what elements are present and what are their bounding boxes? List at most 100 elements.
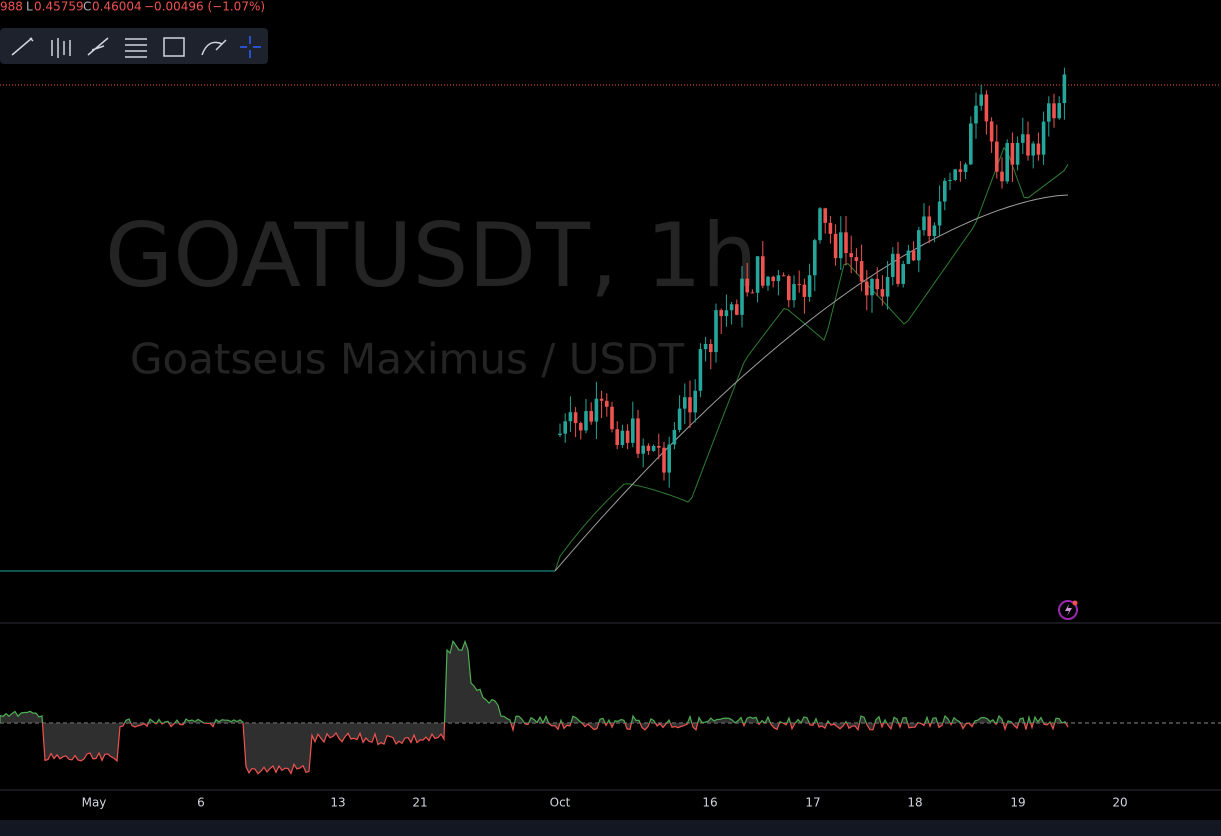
close-label: C: [83, 0, 91, 14]
watermark-symbol: GOATUSDT, 1h: [105, 204, 758, 307]
candle-body: [579, 423, 583, 431]
candle-body: [1062, 74, 1067, 104]
candle-body: [1000, 171, 1004, 182]
rect-tool[interactable]: [163, 37, 185, 57]
candle-body: [724, 310, 729, 317]
candle-body: [589, 411, 593, 422]
bottom-bar: [0, 820, 1221, 836]
candle-body: [657, 445, 661, 448]
candle-body: [641, 445, 645, 454]
candle-body: [781, 275, 786, 277]
close-value: 0.46004: [92, 0, 142, 14]
ma-fast: [554, 146, 1069, 572]
candle-body: [1036, 143, 1041, 155]
time-label: 13: [330, 796, 345, 810]
candle-body: [787, 276, 791, 301]
candle-body: [802, 284, 807, 297]
candle-body: [839, 232, 843, 259]
oscillator-area: [0, 641, 1068, 774]
candle-body: [792, 284, 796, 301]
candle-body: [823, 208, 827, 223]
candle-body: [776, 275, 781, 282]
alert-bolt: [1065, 604, 1072, 616]
alert-icon[interactable]: [1058, 600, 1078, 620]
candle-body: [703, 343, 708, 350]
candle-body: [995, 141, 999, 172]
candle-body: [854, 257, 859, 262]
candle-body: [813, 240, 817, 276]
candle-body: [693, 390, 697, 413]
candle-body: [875, 278, 879, 290]
time-label: 21: [412, 796, 427, 810]
trendline-tool[interactable]: [11, 37, 34, 56]
candle-body: [620, 430, 625, 446]
alert-dot: [1072, 600, 1078, 606]
time-label: 6: [197, 796, 205, 810]
ma-slow: [554, 194, 1069, 572]
candle-body: [750, 292, 755, 294]
low-label: L: [26, 0, 33, 14]
candle-body: [558, 433, 562, 435]
candle-body: [969, 123, 973, 165]
brush-tool[interactable]: [201, 39, 227, 56]
candle-body: [688, 397, 692, 413]
candle-body: [594, 398, 599, 422]
fib-tool[interactable]: [125, 38, 147, 58]
pattern-tool[interactable]: [87, 37, 109, 56]
candle-body: [989, 121, 994, 142]
candle-body: [714, 310, 718, 353]
time-label: 19: [1010, 796, 1025, 810]
candle-body: [911, 250, 916, 261]
toolbar-bg: [0, 28, 268, 64]
candle-body: [719, 310, 723, 317]
header-prefix: 988: [0, 0, 23, 14]
candle-body: [932, 225, 937, 237]
candle-body: [568, 412, 573, 422]
candle-body: [979, 94, 983, 106]
candle-body: [953, 169, 957, 181]
candle-body: [615, 429, 619, 446]
time-label: 18: [907, 796, 922, 810]
cursor-tool[interactable]: [240, 36, 261, 58]
candle-body: [636, 418, 640, 454]
candle-body: [958, 169, 963, 172]
candle-body: [662, 447, 666, 473]
time-label: 17: [805, 796, 820, 810]
candle-body: [870, 278, 874, 296]
candle-body: [917, 230, 921, 261]
candle-body: [906, 250, 911, 264]
candle-body: [948, 180, 952, 182]
candle-body: [901, 263, 905, 284]
candle-body: [1026, 134, 1030, 156]
candle-body: [896, 253, 900, 284]
candle-body: [922, 216, 926, 231]
candle-body: [1021, 134, 1025, 143]
candle-body: [761, 256, 765, 286]
watermark-name: Goatseus Maximus / USDT: [130, 335, 685, 384]
candle-body: [859, 261, 864, 282]
candle-body: [573, 412, 578, 424]
candle-tool[interactable]: [51, 38, 71, 58]
candle-body: [698, 349, 703, 391]
candle-body: [1005, 143, 1009, 182]
candle-body: [1047, 103, 1051, 122]
candle-body: [672, 429, 677, 445]
candle-body: [885, 276, 890, 297]
candle-body: [605, 400, 609, 407]
time-label: 20: [1112, 796, 1127, 810]
candle-body: [797, 284, 801, 286]
candle-body: [610, 406, 614, 430]
candle-body: [891, 253, 895, 277]
candle-body: [844, 232, 848, 254]
candle-body: [1010, 143, 1015, 165]
candle-body: [729, 304, 734, 311]
candle-body: [984, 94, 989, 122]
candle-body: [683, 397, 687, 409]
candle-body: [563, 421, 567, 434]
candle-body: [865, 281, 869, 296]
time-label: Oct: [550, 796, 571, 810]
candle-body: [974, 105, 978, 124]
oscillator-down: [0, 723, 1069, 775]
candle-body: [833, 233, 838, 259]
